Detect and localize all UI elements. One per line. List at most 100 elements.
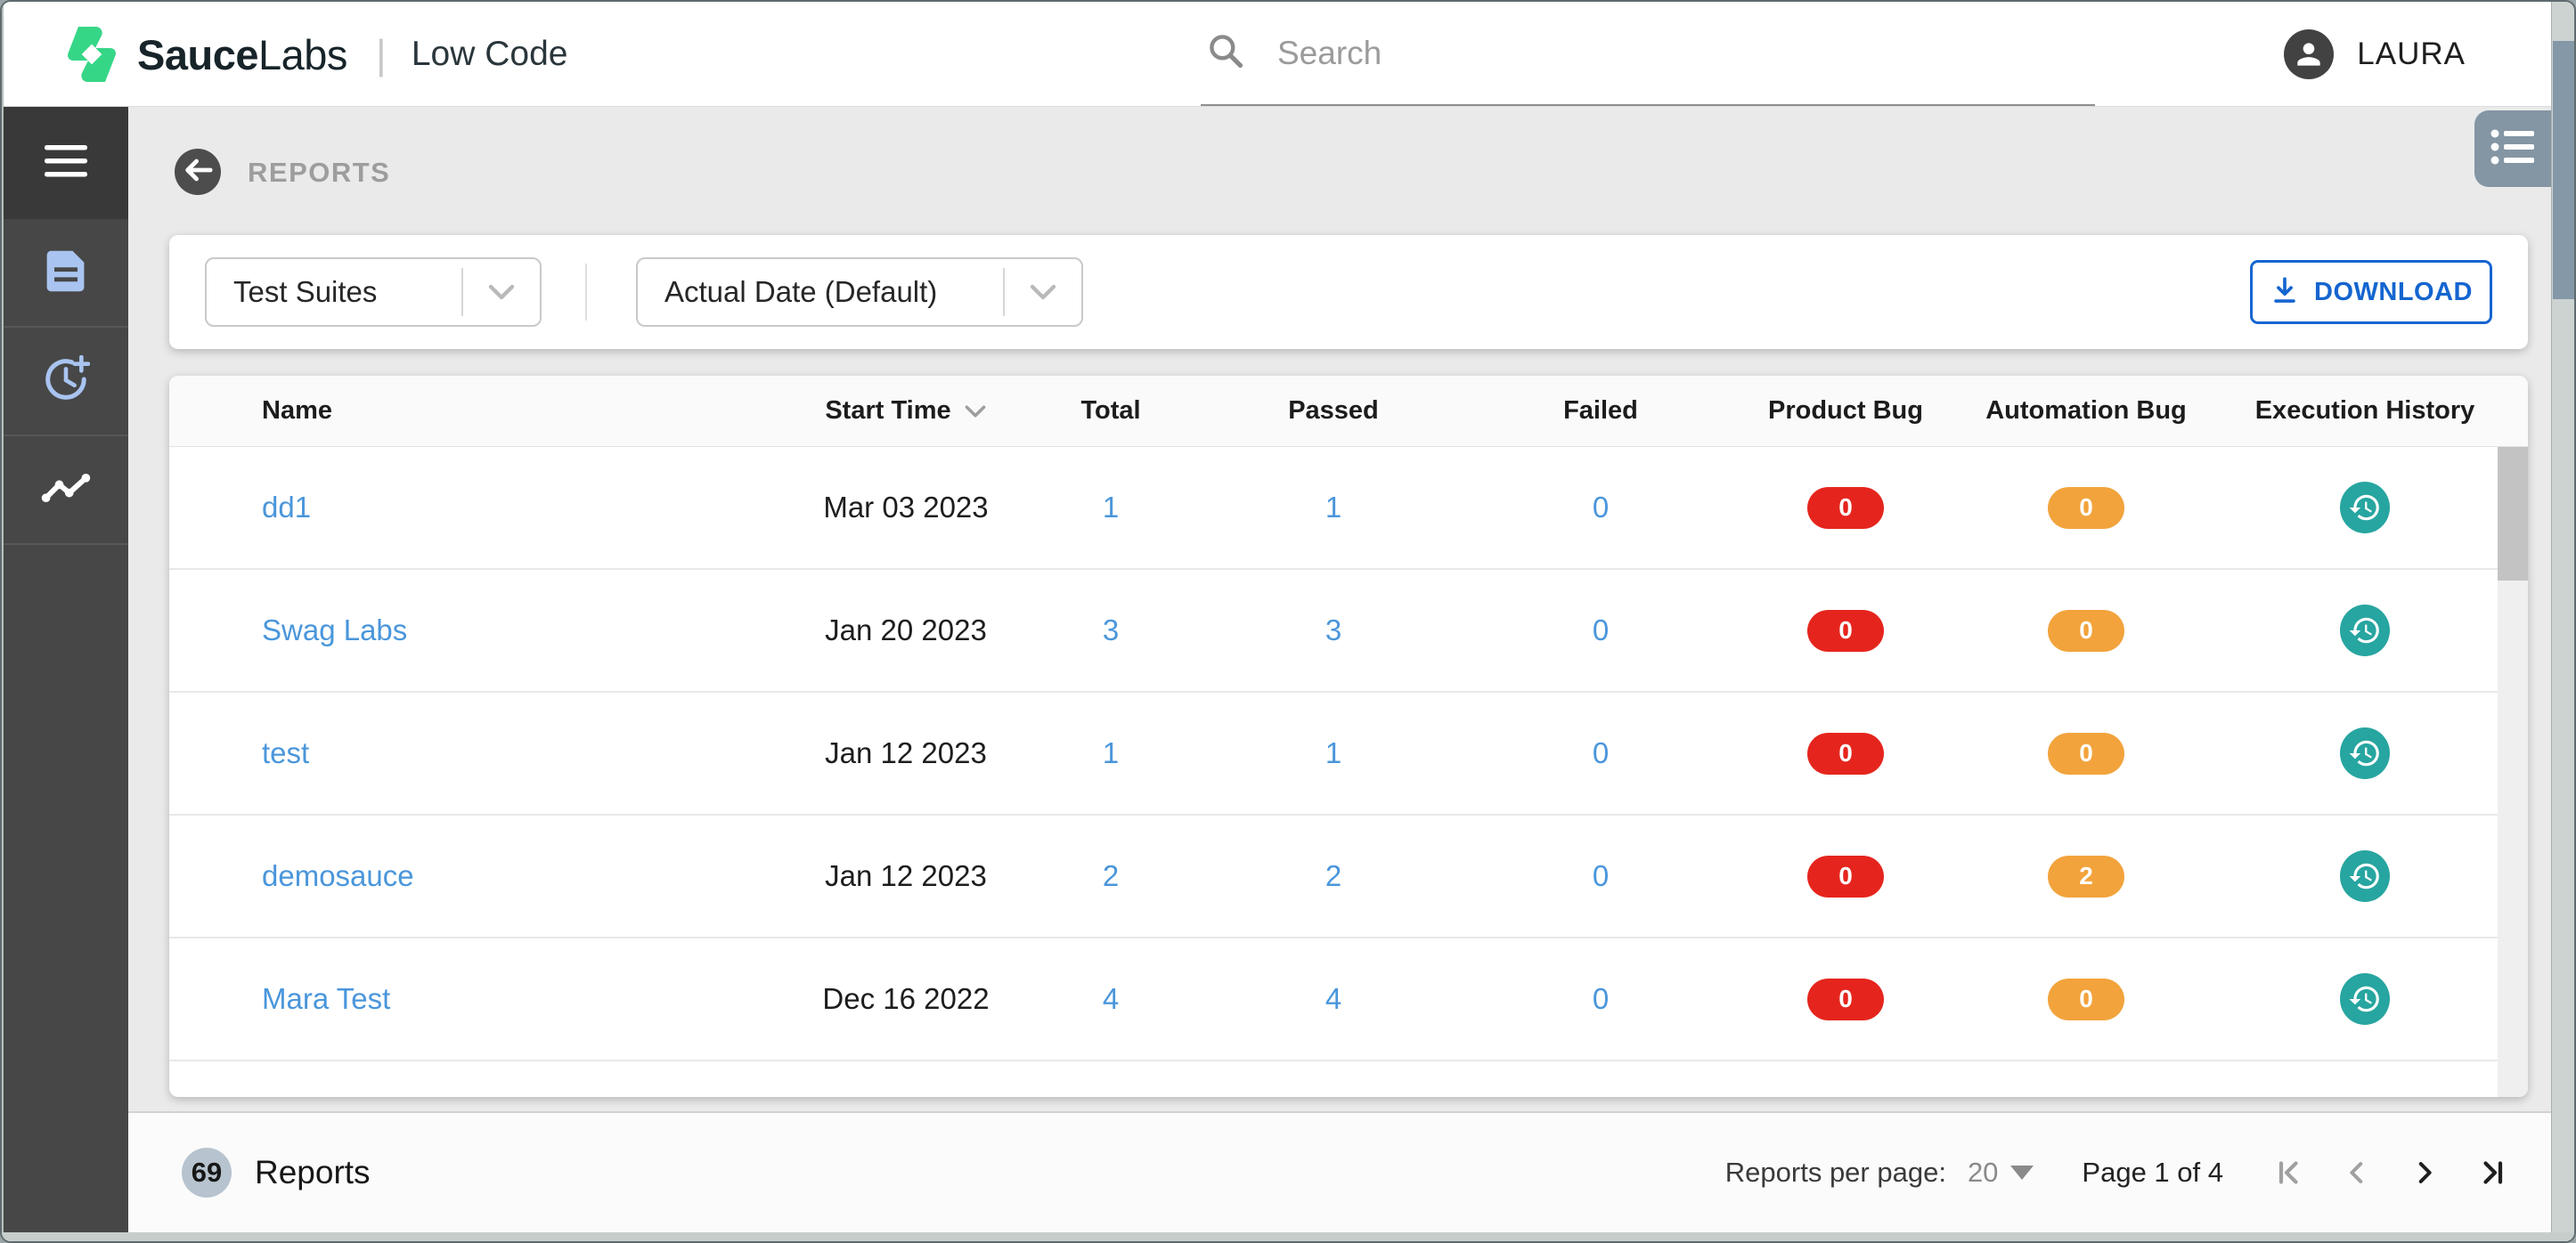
first-page-button[interactable] [2266,1150,2312,1196]
sidebar-nav [4,107,128,1232]
total-link[interactable]: 1 [1102,736,1120,769]
chevron-down-icon [1005,283,1081,301]
download-button[interactable]: DOWNLOAD [2250,260,2492,324]
product-bug-badge[interactable]: 0 [1807,855,1884,898]
hamburger-menu-icon [45,144,87,182]
brand: SauceLabs | Low Code [66,2,567,107]
table-header-row: Name Start Time Total Passed Failed Prod… [169,376,2528,447]
failed-link[interactable]: 0 [1592,613,1610,646]
report-name-link[interactable]: test [262,736,310,769]
failed-link[interactable]: 0 [1592,859,1610,892]
last-page-button[interactable] [2469,1150,2515,1196]
report-name-link[interactable]: dd1 [262,491,312,524]
passed-link[interactable]: 1 [1325,491,1342,524]
report-name-link[interactable]: demosauce [262,859,414,892]
passed-link[interactable]: 3 [1325,613,1342,646]
count-label: Reports [255,1154,371,1190]
total-link[interactable]: 4 [1102,982,1120,1015]
column-header-start-time[interactable]: Start Time [777,396,1035,426]
per-page-selector[interactable]: 20 [1968,1157,2034,1189]
back-button[interactable] [175,149,221,195]
brand-name-bold: Sauce [137,30,258,78]
sort-chevron-down-icon [965,404,986,418]
passed-link[interactable]: 2 [1325,859,1342,892]
automation-bug-badge[interactable]: 0 [2048,978,2124,1020]
report-name-link[interactable]: Swag Labs [262,613,408,646]
start-time-cell: Jan 20 2023 [825,613,987,646]
product-bug-badge[interactable]: 0 [1807,609,1884,652]
date-dropdown[interactable]: Actual Date (Default) [636,257,1083,327]
history-restore-icon [2349,740,2379,767]
start-time-cell: Jan 12 2023 [825,859,987,892]
column-header-execution-history: Execution History [2254,396,2475,425]
window-scrollbar[interactable] [2551,2,2574,1241]
column-header-total: Total [1080,396,1141,425]
date-dropdown-value: Actual Date (Default) [664,275,938,308]
user-menu[interactable]: LAURA [2284,2,2466,107]
window-scrollbar-thumb[interactable] [2553,41,2574,299]
search-icon [1206,31,1245,75]
arrow-left-icon [183,157,213,188]
execution-history-button[interactable] [2340,973,2390,1025]
passed-link[interactable]: 4 [1325,982,1342,1015]
execution-history-button[interactable] [2340,482,2390,533]
total-link[interactable]: 3 [1102,613,1120,646]
test-suites-dropdown-value: Test Suites [233,275,378,308]
column-header-product-bug: Product Bug [1768,396,1923,425]
total-link[interactable]: 1 [1102,491,1120,524]
table-scrollbar[interactable] [2498,447,2528,1097]
test-suites-dropdown[interactable]: Test Suites [205,257,542,327]
report-name-link[interactable]: Mara Test [262,982,391,1015]
table-scrollbar-thumb[interactable] [2498,447,2528,581]
product-bug-badge[interactable]: 0 [1807,486,1884,529]
filter-bar: Test Suites Actual Date (Default) DOWNLO… [169,235,2528,349]
sidebar-item-documents[interactable] [4,219,128,328]
failed-link[interactable]: 0 [1592,491,1610,524]
download-label: DOWNLOAD [2314,277,2473,306]
download-icon [2270,275,2300,310]
execution-history-button[interactable] [2340,605,2390,656]
dropdown-arrow-icon [2010,1166,2034,1180]
table-row: Mara Test Dec 16 2022 4 4 0 0 0 [169,938,2528,1061]
dropdown-divider [1003,268,1005,316]
footer-bar: 69 Reports Reports per page: 20 Page 1 o… [128,1111,2551,1232]
start-time-cell: Jan 12 2023 [825,736,987,769]
table-row: Swag Labs Jan 20 2023 3 3 0 0 0 [169,570,2528,693]
list-view-button[interactable] [2474,110,2551,187]
failed-link[interactable]: 0 [1592,736,1610,769]
trend-line-icon [41,470,91,510]
product-bug-badge[interactable]: 0 [1807,978,1884,1020]
sidebar-item-menu[interactable] [4,107,128,219]
column-header-passed: Passed [1288,396,1379,425]
automation-bug-badge[interactable]: 0 [2048,609,2124,652]
per-page-label: Reports per page: [1724,1157,1946,1188]
total-link[interactable]: 2 [1102,859,1120,892]
start-time-cell: Mar 03 2023 [823,491,989,524]
automation-bug-badge[interactable]: 2 [2048,855,2124,898]
page-status: Page 1 of 4 [2082,1157,2223,1188]
sidebar-item-reports-active[interactable] [4,436,128,545]
product-bug-badge[interactable]: 0 [1807,732,1884,775]
passed-link[interactable]: 1 [1325,736,1342,769]
per-page-value: 20 [1967,1157,1999,1188]
history-restore-icon [2349,986,2379,1012]
window-left-edge [2,2,4,1241]
automation-bug-badge[interactable]: 0 [2048,486,2124,529]
first-page-icon [2278,1161,2298,1184]
automation-bug-badge[interactable]: 0 [2048,732,2124,775]
table-row: test Jan 12 2023 1 1 0 0 0 [169,693,2528,816]
column-header-name: Name [262,396,332,425]
search-input[interactable]: Search [1201,2,2095,106]
execution-history-button[interactable] [2340,727,2390,779]
previous-page-button[interactable] [2334,1150,2380,1196]
reports-table: Name Start Time Total Passed Failed Prod… [169,376,2528,1097]
next-page-button[interactable] [2401,1150,2448,1196]
column-header-failed: Failed [1563,396,1638,425]
chevron-left-icon [2350,1162,2363,1183]
brand-name-regular: Labs [257,30,347,78]
failed-link[interactable]: 0 [1592,982,1610,1015]
document-icon [44,248,88,298]
sidebar-item-schedule[interactable] [4,328,128,436]
execution-history-button[interactable] [2340,850,2390,902]
